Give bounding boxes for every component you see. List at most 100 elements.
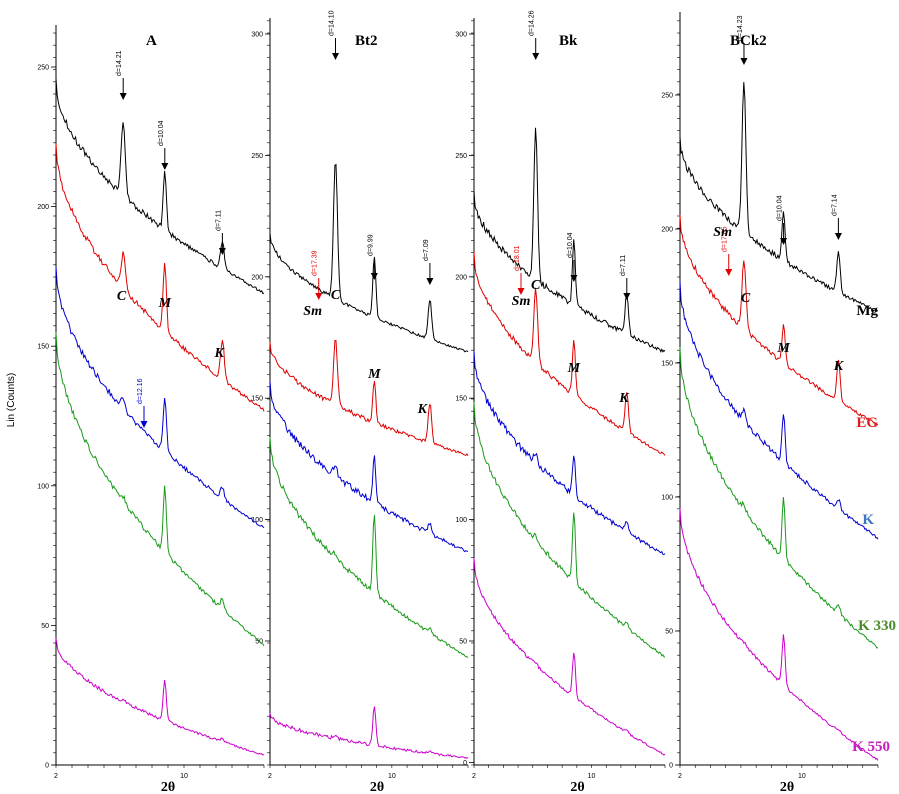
mineral-label-m: M [367, 367, 381, 382]
pattern-a-k-550 [55, 637, 265, 756]
y-tick-label: 0 [463, 760, 467, 767]
d-spacing-label: d=17.85 [722, 226, 729, 252]
d-spacing-label: d=10.04 [777, 195, 784, 221]
y-tick-label: 150 [37, 344, 49, 351]
d-spacing-label: d=10.04 [158, 120, 165, 146]
pattern-bck2-eg [679, 214, 879, 426]
x-tick-label: 2 [54, 773, 58, 780]
mineral-label-k: K [214, 346, 226, 361]
d-spacing-arrowhead [140, 421, 148, 428]
y-tick-label: 300 [455, 32, 467, 39]
y-tick-label: 250 [455, 153, 467, 160]
mineral-label-m: M [776, 341, 790, 356]
d-spacing-label: d=7.09 [423, 239, 430, 261]
d-spacing-arrowhead [834, 233, 842, 240]
d-spacing-label: d=7.11 [620, 255, 627, 276]
mineral-label-m: M [158, 296, 172, 311]
pattern-bck2-k-330 [679, 346, 879, 649]
pattern-a-k [55, 266, 265, 529]
x-axis-label: 2θ [780, 780, 794, 794]
d-spacing-arrowhead [161, 163, 169, 170]
x-tick-label: 10 [798, 773, 806, 780]
d-spacing-arrowhead [370, 273, 378, 280]
y-tick-label: 50 [665, 629, 673, 636]
y-tick-label: 100 [661, 495, 673, 502]
d-spacing-arrowhead [119, 93, 127, 100]
y-tick-label: 150 [251, 396, 263, 403]
pattern-a-eg [55, 143, 265, 412]
y-tick-label: 250 [661, 93, 673, 100]
panel-bck2-axes: 0 50 100 150 200 250 2 10 2θ BCk2 [661, 12, 879, 794]
pattern-bk-mg [473, 127, 666, 353]
d-spacing-arrowhead [517, 288, 525, 295]
d-spacing-arrowhead [218, 248, 226, 255]
y-tick-label: 150 [661, 361, 673, 368]
d-spacing-label: d=18.01 [514, 245, 521, 271]
pattern-bck2-k-550 [679, 507, 879, 761]
mineral-label-c: C [531, 278, 541, 293]
y-tick-label: 100 [455, 517, 467, 524]
treatment-label-eg: EG [856, 415, 878, 431]
pattern-lines-layer [55, 78, 879, 761]
pattern-bck2-mg [679, 82, 879, 312]
x-axis-label: 2θ [570, 780, 584, 794]
y-tick-label: 50 [459, 639, 467, 646]
d-spacing-label: d=10.04 [567, 232, 574, 258]
d-spacing-label: d=7.14 [831, 194, 838, 216]
annotations-layer: d=14.21 d=10.04 d=7.11 d=12.16 C M Kd=14.10 d=9… [116, 10, 896, 755]
y-tick-label: 200 [455, 274, 467, 281]
x-tick-label: 10 [388, 773, 396, 780]
pattern-a-mg [55, 78, 265, 295]
y-tick-label: 250 [37, 65, 49, 72]
d-spacing-label: d=14.26 [529, 10, 536, 36]
x-tick-label: 2 [678, 773, 682, 780]
pattern-bt2-k-550 [269, 706, 469, 759]
d-spacing-arrowhead [740, 58, 748, 65]
y-tick-label: 250 [251, 153, 263, 160]
x-tick-label: 2 [268, 773, 272, 780]
treatment-label-mg: Mg [856, 303, 878, 319]
pattern-a-k-330 [55, 331, 265, 647]
pattern-bk-k [473, 350, 666, 556]
d-spacing-arrowhead [532, 53, 540, 60]
mineral-label-c: C [117, 289, 127, 304]
pattern-bt2-k-330 [269, 436, 469, 658]
x-tick-label: 10 [180, 773, 188, 780]
d-spacing-arrowhead [315, 293, 323, 300]
y-tick-label: 100 [251, 517, 263, 524]
y-tick-label: 0 [45, 763, 49, 770]
pattern-bk-eg [473, 251, 666, 456]
mineral-label-c: C [741, 291, 751, 306]
panel-title: A [146, 33, 157, 49]
panel-title: Bk [559, 33, 578, 49]
d-spacing-label: d=14.23 [737, 15, 744, 41]
y-tick-label: 150 [455, 396, 467, 403]
mineral-label-m: M [567, 361, 581, 376]
x-tick-label: 2 [472, 773, 476, 780]
panel-title: Bt2 [355, 33, 378, 49]
mineral-label-sm: Sm [512, 294, 531, 309]
mineral-label-k: K [833, 359, 845, 374]
d-spacing-arrowhead [725, 269, 733, 276]
d-spacing-label: d=7.11 [215, 210, 222, 231]
d-spacing-label: d=12.16 [137, 378, 144, 404]
d-spacing-arrowhead [331, 53, 339, 60]
y-tick-label: 50 [41, 623, 49, 630]
pattern-bck2-k [679, 281, 879, 540]
d-spacing-label: d=9.99 [367, 234, 374, 256]
d-spacing-arrowhead [570, 275, 578, 282]
treatment-label-k-330: K 330 [858, 618, 896, 634]
y-axis-label: Lin (Counts) [6, 373, 17, 427]
treatment-label-k: K [862, 512, 874, 528]
d-spacing-label: d=14.10 [328, 10, 335, 36]
x-axis-label: 2θ [161, 780, 175, 794]
pattern-bk-k-330 [473, 401, 666, 658]
y-tick-label: 50 [255, 639, 263, 646]
pattern-bk-k-550 [473, 557, 666, 756]
y-tick-label: 200 [37, 204, 49, 211]
panel-bk-axes: 0 50 100 150 200 250 300 2 10 2θ Bk [455, 18, 666, 794]
d-spacing-arrowhead [426, 278, 434, 285]
y-tick-label: 300 [251, 32, 263, 39]
